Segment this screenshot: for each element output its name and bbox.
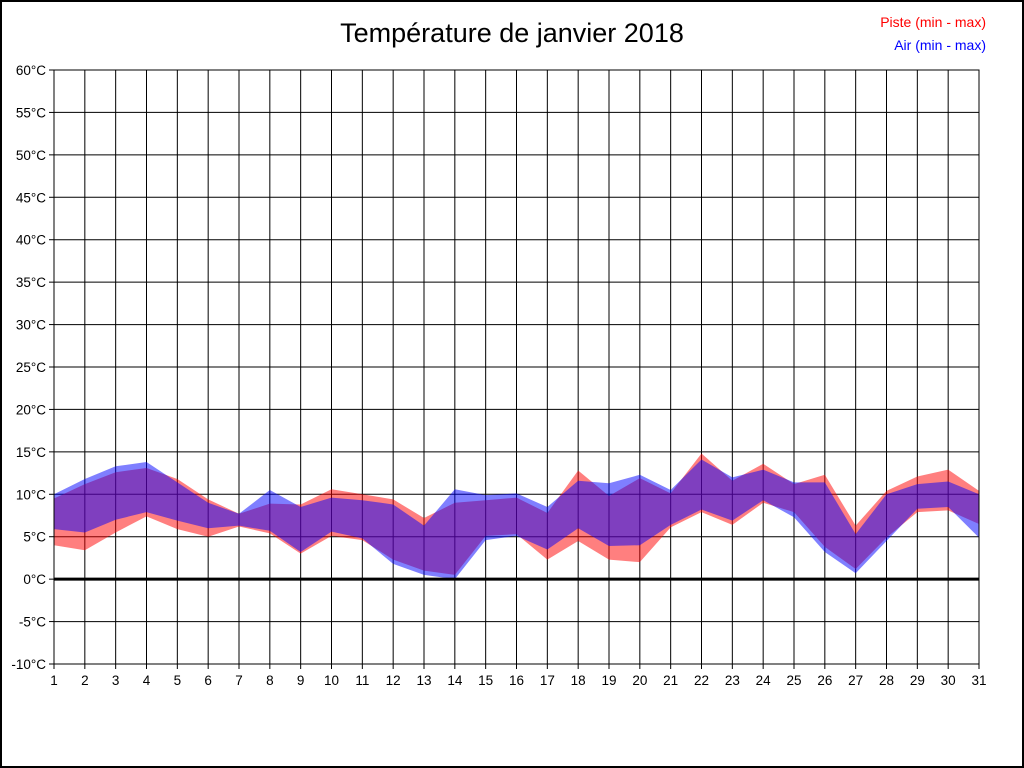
y-tick-label: 35°C	[16, 275, 46, 290]
x-tick-label: 12	[386, 673, 401, 688]
x-tick-label: 16	[509, 673, 524, 688]
legend-item-piste: Piste (min - max)	[880, 14, 986, 30]
y-tick-label: 60°C	[16, 63, 46, 78]
x-tick-label: 21	[663, 673, 678, 688]
y-tick-label: 25°C	[16, 360, 46, 375]
x-tick-label: 18	[571, 673, 586, 688]
y-tick-label: 15°C	[16, 445, 46, 460]
y-tick-label: 5°C	[23, 530, 46, 545]
y-tick-label: 20°C	[16, 402, 46, 417]
y-tick-label: -10°C	[11, 657, 46, 672]
x-tick-label: 20	[632, 673, 647, 688]
x-tick-label: 1	[50, 673, 58, 688]
y-tick-label: -5°C	[19, 615, 46, 630]
x-tick-label: 10	[324, 673, 339, 688]
x-tick-label: 5	[174, 673, 182, 688]
x-tick-label: 22	[694, 673, 709, 688]
x-tick-label: 23	[725, 673, 740, 688]
x-tick-label: 31	[971, 673, 986, 688]
x-tick-label: 2	[81, 673, 89, 688]
x-tick-label: 26	[817, 673, 832, 688]
x-tick-label: 4	[143, 673, 151, 688]
x-tick-label: 8	[266, 673, 274, 688]
chart-title: Température de janvier 2018	[340, 18, 684, 48]
y-tick-label: 50°C	[16, 148, 46, 163]
x-tick-label: 11	[355, 673, 369, 688]
x-tick-label: 30	[941, 673, 956, 688]
x-tick-label: 28	[879, 673, 894, 688]
y-tick-label: 45°C	[16, 190, 46, 205]
x-tick-label: 9	[297, 673, 305, 688]
x-tick-label: 13	[416, 673, 431, 688]
y-tick-label: 30°C	[16, 318, 46, 333]
x-tick-label: 27	[848, 673, 863, 688]
y-tick-label: 55°C	[16, 105, 46, 120]
x-tick-label: 24	[756, 673, 772, 688]
y-tick-label: 10°C	[16, 487, 46, 502]
legend: Piste (min - max) Air (min - max)	[880, 11, 986, 57]
x-tick-label: 17	[540, 673, 555, 688]
x-tick-label: 7	[235, 673, 243, 688]
y-tick-label: 0°C	[23, 572, 46, 587]
legend-item-air: Air (min - max)	[894, 37, 986, 53]
y-tick-label: 40°C	[16, 233, 46, 248]
plot-border	[53, 69, 980, 665]
x-tick-label: 3	[112, 673, 120, 688]
x-tick-label: 19	[601, 673, 616, 688]
band-air-minmax	[54, 459, 979, 580]
x-tick-label: 25	[786, 673, 801, 688]
x-tick-label: 29	[910, 673, 925, 688]
x-tick-label: 14	[447, 673, 463, 688]
x-tick-label: 15	[478, 673, 493, 688]
x-tick-label: 6	[204, 673, 212, 688]
